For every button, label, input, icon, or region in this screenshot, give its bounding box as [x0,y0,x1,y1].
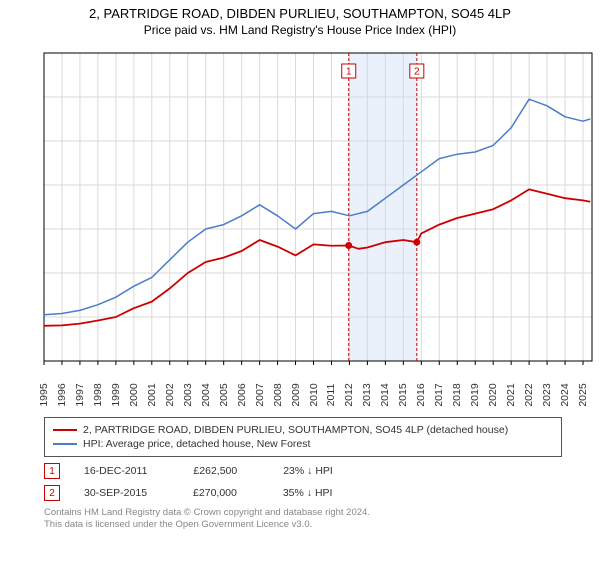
legend-item-property: 2, PARTRIDGE ROAD, DIBDEN PURLIEU, SOUTH… [53,424,553,436]
marker-date: 16-DEC-2011 [84,465,147,477]
x-tick-label: 2007 [254,383,266,406]
legend-swatch-property [53,429,77,431]
marker-date: 30-SEP-2015 [84,487,147,499]
marker-price: £262,500 [193,465,237,477]
x-tick-label: 2005 [218,383,230,406]
x-tick-label: 2024 [559,383,571,406]
x-tick-label: 2003 [182,383,194,406]
footer-line: Contains HM Land Registry data © Crown c… [44,507,562,519]
x-tick-label: 2013 [361,383,373,406]
svg-text:1: 1 [346,67,352,78]
x-tick-label: 2006 [236,383,248,406]
x-tick-label: 2020 [487,383,499,406]
x-tick-label: 1999 [110,383,122,406]
x-tick-label: 2025 [577,383,589,406]
x-tick-label: 2001 [146,383,158,406]
x-tick-label: 2022 [523,383,535,406]
x-tick-label: 2009 [290,383,302,406]
x-tick-label: 1995 [38,383,50,406]
x-tick-label: 2010 [308,383,320,406]
marker-badge-2: 2 [44,485,60,501]
marker-row-1: 1 16-DEC-2011 £262,500 23% ↓ HPI [44,463,562,479]
x-tick-label: 2015 [397,383,409,406]
x-tick-label: 2000 [128,383,140,406]
marker-table: 1 16-DEC-2011 £262,500 23% ↓ HPI 2 30-SE… [44,463,562,501]
legend-swatch-hpi [53,443,77,445]
x-tick-label: 2012 [343,383,355,406]
legend-item-hpi: HPI: Average price, detached house, New … [53,438,553,450]
x-tick-label: 2016 [415,383,427,406]
marker-delta: 35% ↓ HPI [283,487,333,499]
footer: Contains HM Land Registry data © Crown c… [44,507,562,532]
chart-plot-area: 12 £0£100K£200K£300K£400K£500K£600K£700K… [0,43,600,413]
marker-delta: 23% ↓ HPI [283,465,333,477]
marker-row-2: 2 30-SEP-2015 £270,000 35% ↓ HPI [44,485,562,501]
x-tick-label: 2019 [469,383,481,406]
x-tick-label: 1998 [92,383,104,406]
footer-line: This data is licensed under the Open Gov… [44,519,562,531]
chart-subtitle: Price paid vs. HM Land Registry's House … [0,23,600,37]
x-tick-label: 2008 [272,383,284,406]
x-tick-label: 2011 [325,384,337,407]
legend-label: 2, PARTRIDGE ROAD, DIBDEN PURLIEU, SOUTH… [83,424,508,436]
x-tick-label: 2021 [505,383,517,406]
chart-svg: 12 [0,43,600,413]
x-tick-label: 1996 [56,383,68,406]
chart-title: 2, PARTRIDGE ROAD, DIBDEN PURLIEU, SOUTH… [0,6,600,21]
marker-badge-1: 1 [44,463,60,479]
x-tick-label: 2017 [433,383,445,406]
x-tick-label: 2018 [451,383,463,406]
svg-text:2: 2 [414,67,420,78]
marker-price: £270,000 [193,487,237,499]
x-tick-label: 2002 [164,383,176,406]
x-tick-label: 2004 [200,383,212,406]
x-tick-label: 2023 [541,383,553,406]
x-tick-label: 1997 [74,383,86,406]
x-tick-label: 2014 [379,383,391,406]
chart-container: 2, PARTRIDGE ROAD, DIBDEN PURLIEU, SOUTH… [0,6,600,566]
legend-label: HPI: Average price, detached house, New … [83,438,310,450]
legend: 2, PARTRIDGE ROAD, DIBDEN PURLIEU, SOUTH… [44,417,562,457]
